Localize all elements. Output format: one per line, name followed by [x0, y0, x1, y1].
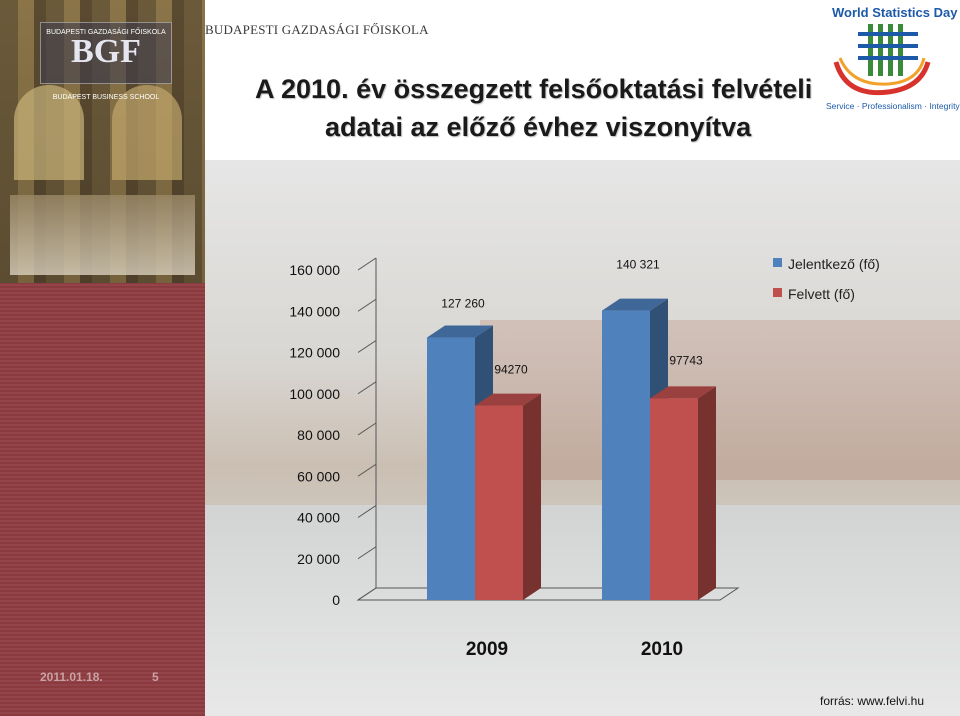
y-tick-label: 80 000 [297, 427, 340, 443]
bgf-logo: BUDAPESTI GAZDASÁGI FŐISKOLA BGF BUDAPES… [40, 22, 172, 101]
photo-arch-right [112, 85, 182, 180]
chart-bars [427, 298, 716, 600]
y-tick-mark [357, 505, 377, 518]
school-name: BUDAPESTI GAZDASÁGI FŐISKOLA [205, 22, 429, 37]
photo-meeting-table [10, 195, 195, 275]
legend-label-felvett: Felvett (fő) [788, 286, 855, 302]
y-tick-label: 20 000 [297, 551, 340, 567]
y-tick-label: 100 000 [289, 386, 340, 402]
wsd-logo-tagline: Service · Professionalism · Integrity [826, 101, 960, 111]
page-title-line1: A 2010. év összegzett felsőoktatási felv… [255, 74, 813, 104]
bar-top-jelentkezo-2010 [602, 298, 668, 311]
bgf-logo-top-text: BUDAPESTI GAZDASÁGI FŐISKOLA [46, 29, 166, 36]
x-category-label-2010: 2010 [641, 639, 683, 660]
left-decorative-strip [0, 283, 205, 716]
y-tick-label: 120 000 [289, 345, 340, 361]
y-tick-label: 0 [332, 592, 340, 608]
data-label-felvett-2009: 94270 [494, 363, 528, 377]
y-tick-mark [357, 587, 377, 601]
data-label-jelentkezo-2010: 140 321 [616, 258, 660, 272]
bar-top-felvett-2009 [475, 393, 541, 406]
y-tick-label: 40 000 [297, 510, 340, 526]
chart-labels: 127 260 94270 2009 140 321 97743 2010 [441, 258, 703, 660]
y-tick-mark [357, 381, 377, 395]
wsd-logo-title: World Statistics Day [832, 5, 958, 20]
y-tick-mark [357, 340, 377, 353]
bar-side-felvett-2010 [698, 386, 716, 600]
bar-felvett-2010 [650, 398, 698, 600]
legend-swatch-jelentkezo [773, 258, 782, 267]
photo-arch-left [14, 85, 84, 180]
bar-top-jelentkezo-2009 [427, 325, 493, 338]
y-tick-mark [357, 257, 377, 271]
y-tick-label: 60 000 [297, 468, 340, 484]
wsd-logo-mark [833, 24, 931, 96]
data-label-felvett-2010: 97743 [669, 353, 703, 367]
y-tick-mark [357, 422, 377, 436]
bar-felvett-2009 [475, 405, 523, 600]
bgf-logo-bottom-text: BUDAPEST BUSINESS SCHOOL [52, 94, 160, 101]
y-tick-mark [357, 463, 377, 477]
chart-legend: Jelentkező (fő) Felvett (fő) [773, 256, 880, 302]
bar-top-felvett-2010 [650, 386, 716, 399]
bar-jelentkezo-2009 [427, 337, 475, 600]
x-category-label-2009: 2009 [466, 639, 508, 660]
header-photo: BUDAPESTI GAZDASÁGI FŐISKOLA BGF BUDAPES… [0, 0, 205, 283]
y-tick-label: 160 000 [289, 262, 340, 278]
background-river [205, 505, 960, 716]
legend-swatch-felvett [773, 288, 782, 297]
bar-jelentkezo-2010 [602, 310, 650, 600]
legend-label-jelentkezo: Jelentkező (fő) [788, 256, 880, 272]
background-building [480, 320, 960, 480]
bar-side-felvett-2009 [523, 393, 541, 600]
y-axis: 0 20 000 40 000 60 000 80 000 100 000 120 000 1… [289, 257, 377, 608]
page-number: 5 [152, 670, 159, 684]
y-tick-label: 140 000 [289, 303, 340, 319]
page-title-line2: adatai az előző évhez viszonyítva [325, 112, 752, 142]
bgf-logo-mark: BGF [71, 33, 141, 70]
y-tick-mark [357, 298, 377, 312]
y-tick-mark [357, 546, 377, 560]
source-note: forrás: www.felvi.hu [820, 694, 925, 708]
world-statistics-day-logo: World Statistics Day Service · Professio… [826, 2, 960, 114]
footer-date: 2011.01.18. [40, 670, 103, 684]
admissions-bar-chart: 0 20 000 40 000 60 000 80 000 100 000 120 000 1… [289, 256, 880, 660]
data-label-jelentkezo-2009: 127 260 [441, 297, 485, 311]
